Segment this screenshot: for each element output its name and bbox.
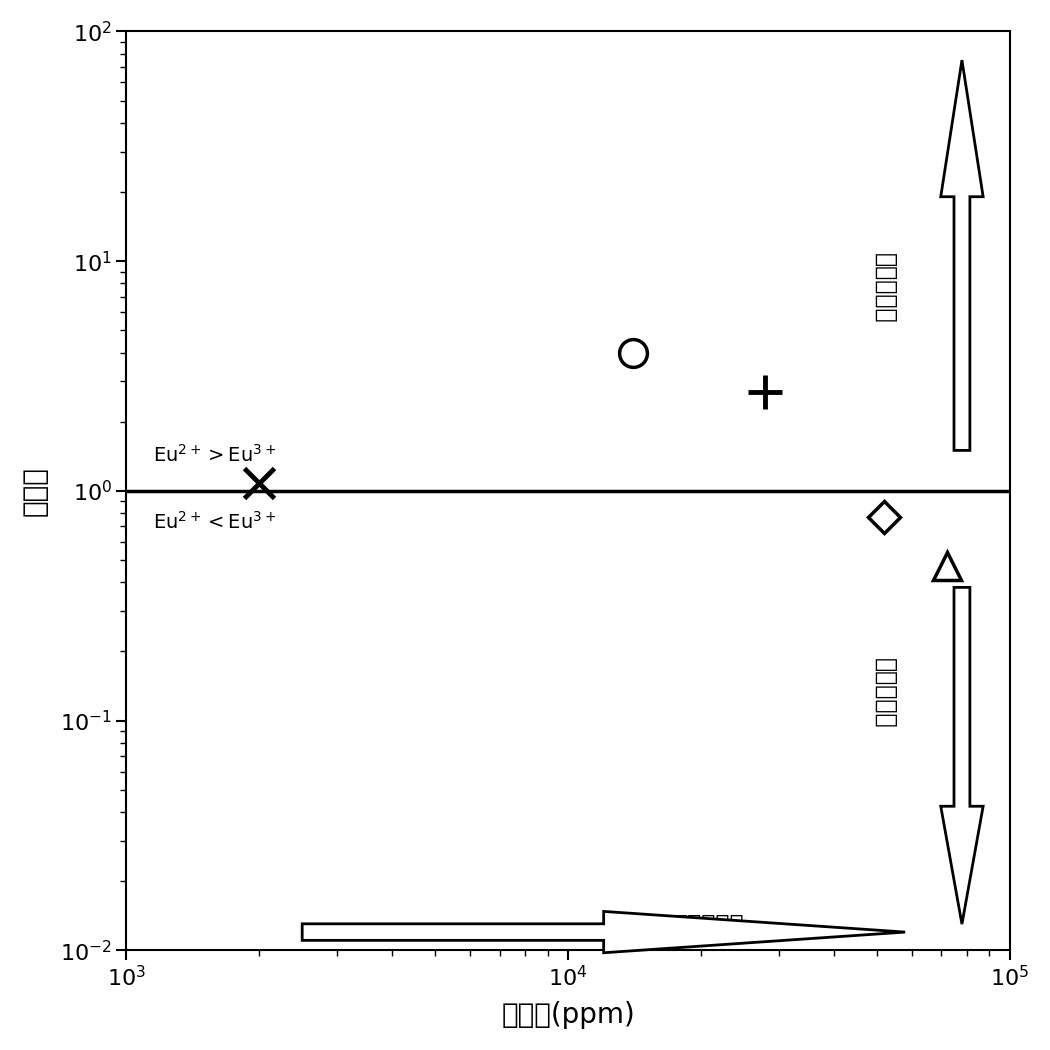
Text: $\rm Eu^{2+}>Eu^{3+}$: $\rm Eu^{2+}>Eu^{3+}$	[153, 444, 276, 466]
Text: 氧化性增强: 氧化性增强	[873, 657, 897, 729]
Text: 还原性增强: 还原性增强	[873, 253, 897, 324]
PathPatch shape	[302, 911, 905, 952]
Text: $\rm Eu^{2+}<Eu^{3+}$: $\rm Eu^{2+}<Eu^{3+}$	[153, 510, 276, 532]
Y-axis label: 钓异常: 钓异常	[21, 466, 49, 516]
X-axis label: 钒含量(ppm): 钒含量(ppm)	[501, 1001, 635, 1029]
Text: 氧化性增强: 氧化性增强	[674, 912, 744, 937]
PathPatch shape	[941, 587, 983, 924]
PathPatch shape	[941, 60, 983, 450]
